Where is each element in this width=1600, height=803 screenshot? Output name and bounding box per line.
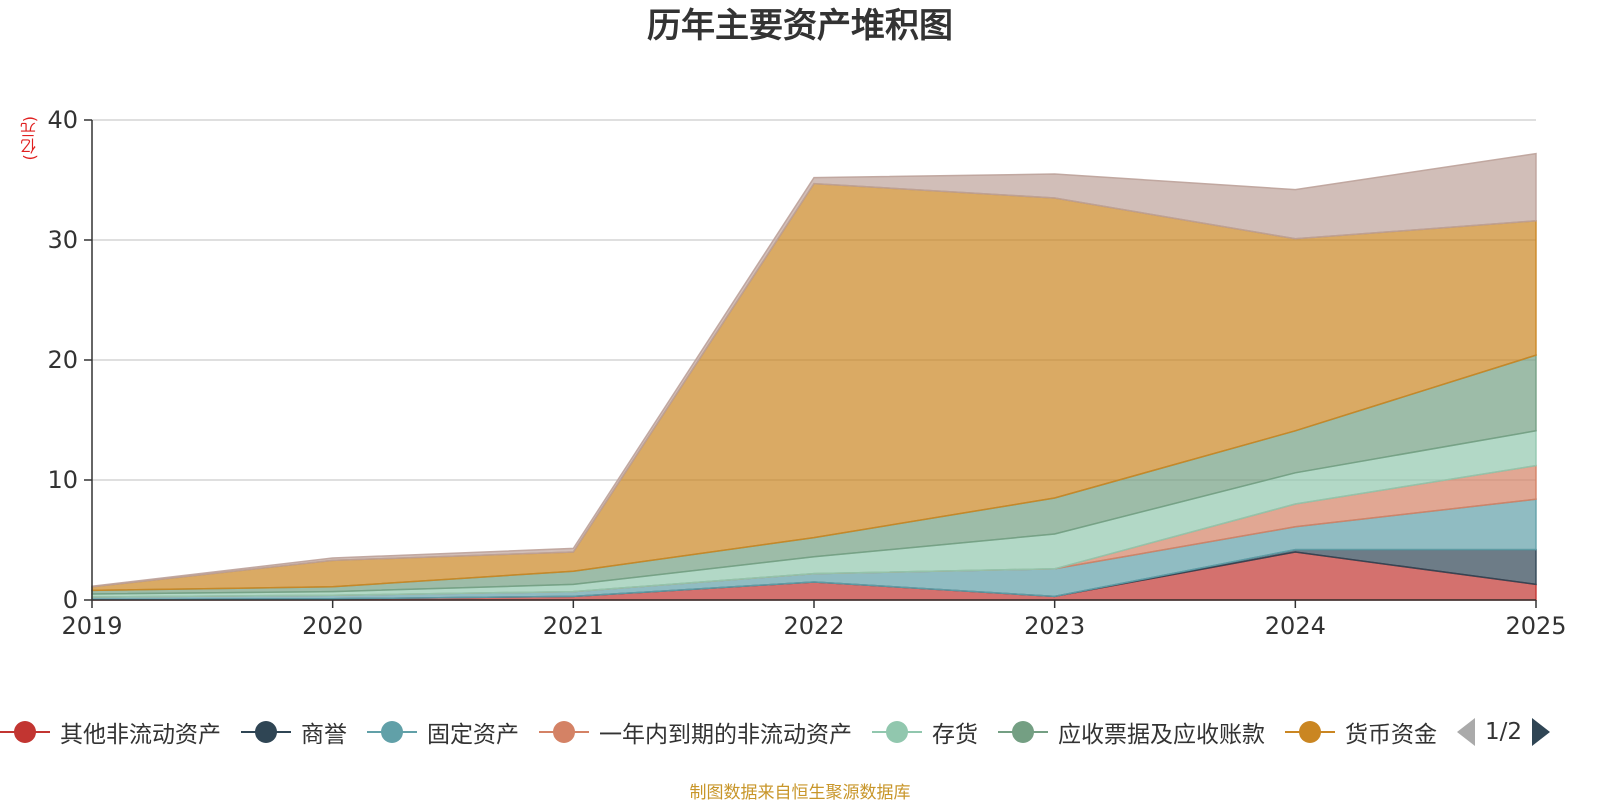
x-tick-label: 2020 xyxy=(302,612,363,640)
legend: 其他非流动资产 商誉 固定资产 一年内到期的非流动资产 存货 应收票据及应收账款 货币资金 … xyxy=(0,712,1600,752)
legend-label: 商誉 xyxy=(301,722,347,748)
legend-marker-icon xyxy=(872,719,922,745)
area-series-7 xyxy=(91,152,1537,588)
x-tick-label: 2025 xyxy=(1505,612,1566,640)
legend-item[interactable]: 一年内到期的非流动资产 xyxy=(539,715,852,749)
legend-item[interactable]: 货币资金 xyxy=(1285,715,1437,749)
legend-label: 一年内到期的非流动资产 xyxy=(599,722,852,748)
x-tick-label: 2019 xyxy=(61,612,122,640)
legend-item[interactable]: 商誉 xyxy=(241,715,347,749)
legend-marker-icon xyxy=(998,719,1048,745)
legend-item[interactable]: 其他非流动资产 xyxy=(0,715,221,749)
legend-marker-dot xyxy=(1299,721,1321,743)
legend-marker-icon xyxy=(0,719,50,745)
legend-label: 应收票据及应收账款 xyxy=(1058,722,1265,748)
legend-next-page-icon[interactable] xyxy=(1532,718,1551,746)
legend-marker-icon xyxy=(241,719,291,745)
legend-marker-dot xyxy=(886,721,908,743)
chart-title: 历年主要资产堆积图 xyxy=(647,6,953,46)
legend-label: 存货 xyxy=(932,722,978,748)
y-tick-label: 20 xyxy=(47,346,78,374)
legend-marker-dot xyxy=(553,721,575,743)
legend-marker-dot xyxy=(1012,721,1034,743)
x-tick-label: 2022 xyxy=(783,612,844,640)
legend-page-indicator: 1/2 xyxy=(1485,719,1523,745)
y-tick-label: 30 xyxy=(47,226,78,254)
legend-marker-icon xyxy=(539,719,589,745)
y-tick-label: 0 xyxy=(63,586,78,614)
stacked-area-chart: 0 10 20 30 40 2019 2020 2021 2022 2023 2024 2025 xyxy=(47,106,1566,640)
y-tick-label: 10 xyxy=(47,466,78,494)
area-series-group xyxy=(91,152,1537,601)
legend-item[interactable]: 存货 xyxy=(872,715,978,749)
x-tick-label: 2024 xyxy=(1265,612,1326,640)
legend-marker-dot xyxy=(381,721,403,743)
legend-label: 货币资金 xyxy=(1345,722,1437,748)
data-source-note: 制图数据来自恒生聚源数据库 xyxy=(689,783,911,803)
x-tick-label: 2023 xyxy=(1024,612,1085,640)
axes: 0 10 20 30 40 2019 2020 2021 2022 2023 2024 2025 xyxy=(47,106,1566,640)
legend-marker-icon xyxy=(1285,719,1335,745)
legend-item[interactable]: 固定资产 xyxy=(367,715,519,749)
legend-marker-dot xyxy=(255,721,277,743)
x-tick-label: 2021 xyxy=(543,612,604,640)
legend-label: 其他非流动资产 xyxy=(60,722,221,748)
legend-marker-icon xyxy=(367,719,417,745)
y-tick-label: 40 xyxy=(47,106,78,134)
legend-pager: 1/2 xyxy=(1457,718,1551,746)
legend-marker-dot xyxy=(14,721,36,743)
legend-item[interactable]: 应收票据及应收账款 xyxy=(998,715,1265,749)
legend-prev-page-icon[interactable] xyxy=(1457,718,1475,746)
legend-items: 其他非流动资产 商誉 固定资产 一年内到期的非流动资产 存货 应收票据及应收账款 货币资金 xyxy=(0,715,1457,749)
legend-label: 固定资产 xyxy=(427,722,519,748)
